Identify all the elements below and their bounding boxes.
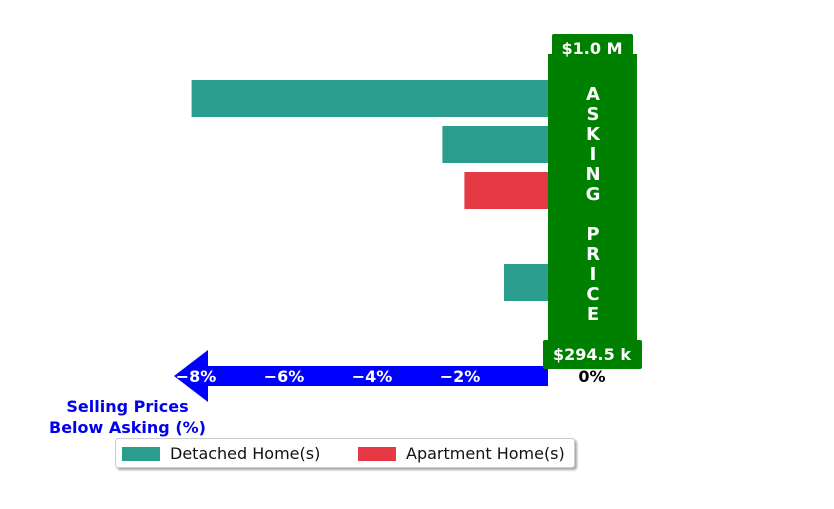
x-axis-arrow-shaft (208, 366, 548, 386)
asking-price-letter: G (586, 184, 601, 205)
top-price-label: $1.0 M (562, 39, 623, 58)
x-tick-label: −2% (440, 367, 481, 386)
x-axis-title-line-1: Selling Prices (66, 397, 189, 416)
x-tick-label: −8% (176, 367, 217, 386)
bars-layer (191, 80, 557, 347)
asking-price-letter: S (587, 104, 600, 125)
asking-price-letter: E (587, 304, 599, 325)
legend-swatch-detached (122, 446, 160, 461)
bar-apartment (464, 172, 548, 209)
asking-price-letter: C (586, 284, 599, 305)
x-tick-label: −4% (352, 367, 393, 386)
top-price-label-box (552, 34, 633, 61)
bar-detached (442, 126, 548, 163)
legend-label-detached: Detached Home(s) (170, 444, 321, 463)
asking-price-letter: P (586, 224, 599, 245)
asking-price-letter: R (586, 244, 600, 265)
x-axis-arrow-head (174, 350, 208, 402)
asking-price-letter: I (590, 264, 597, 285)
x-axis-title-line-2: Below Asking (%) (49, 418, 206, 437)
legend-label-apartment: Apartment Home(s) (406, 444, 565, 463)
x-tick-label: 0% (578, 367, 605, 386)
legend-swatch-apartment (358, 446, 396, 461)
x-axis-title: Selling Prices Below Asking (%) (40, 396, 215, 438)
bottom-price-label: $294.5 k (553, 345, 631, 364)
bottom-price-label-box (543, 340, 642, 369)
x-tick-label: −6% (264, 367, 305, 386)
legend-item-detached: Detached Home(s) (122, 444, 320, 463)
asking-price-letter: K (586, 124, 601, 145)
bar-detached (504, 264, 548, 301)
legend: Detached Home(s) Apartment Home(s) (115, 438, 575, 468)
bar-detached (191, 80, 548, 117)
asking-price-letter: N (585, 164, 600, 185)
legend-item-apartment: Apartment Home(s) (358, 444, 565, 463)
asking-price-box (548, 54, 637, 344)
asking-price-letter: A (586, 84, 600, 105)
asking-price-letter: I (590, 144, 597, 165)
x-axis-arrow-layer: −8% −6% −4% −2% 0% (174, 350, 606, 402)
